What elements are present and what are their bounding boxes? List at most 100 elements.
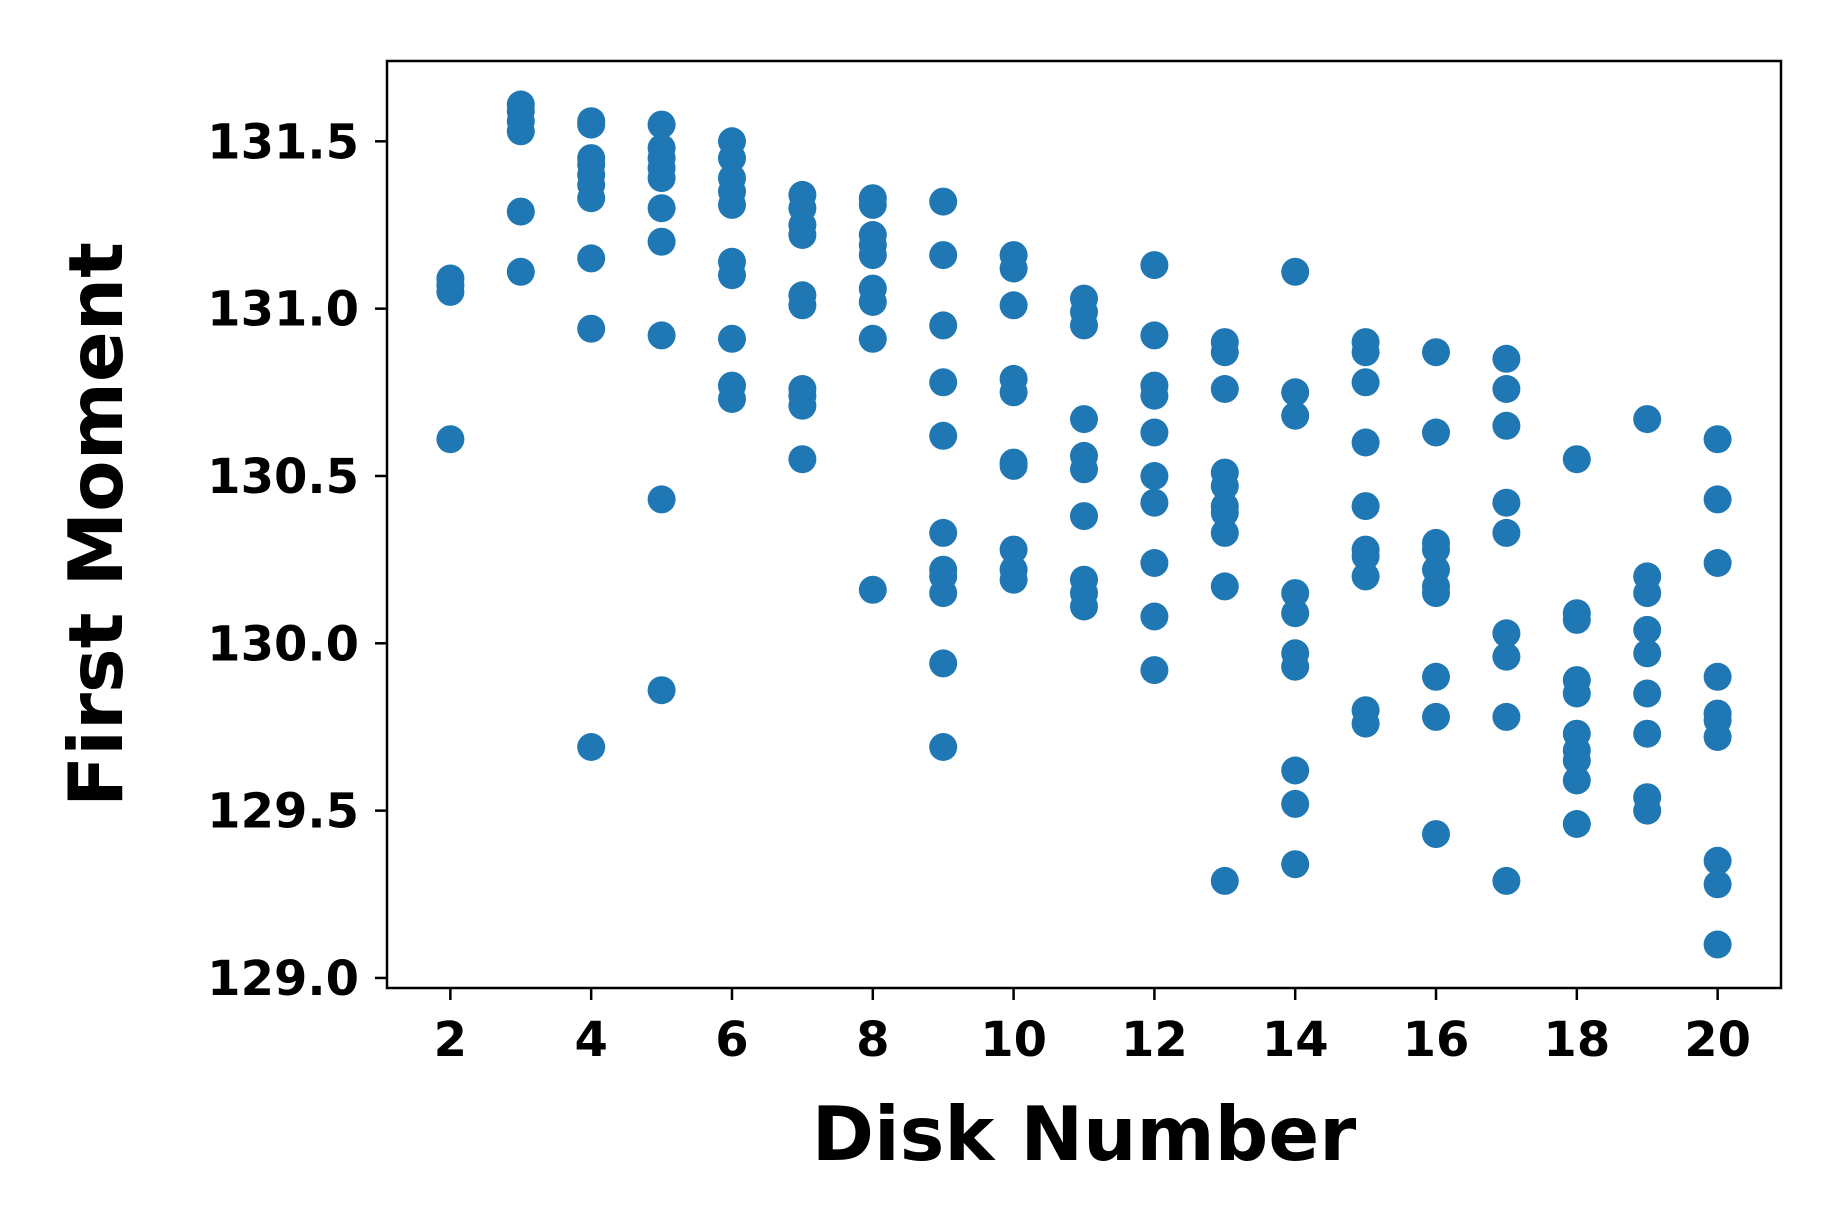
- data-point: [858, 241, 887, 270]
- data-point: [999, 378, 1028, 407]
- data-point: [1562, 445, 1591, 474]
- data-point: [1140, 602, 1169, 631]
- data-point: [1422, 702, 1450, 731]
- x-tick-label: 20: [1684, 1012, 1751, 1068]
- data-point: [1351, 562, 1380, 591]
- plot-area-frame: [385, 59, 1783, 990]
- data-point: [1210, 572, 1239, 601]
- x-tick-label: 2: [434, 1012, 467, 1068]
- data-point: [1633, 579, 1662, 608]
- data-point: [1140, 549, 1169, 577]
- data-point: [506, 257, 535, 286]
- data-point: [1210, 472, 1239, 500]
- data-point: [1140, 462, 1169, 490]
- data-point: [1633, 719, 1662, 748]
- data-point: [1210, 866, 1239, 895]
- data-point: [1281, 850, 1310, 879]
- data-point: [858, 324, 887, 353]
- y-tick-label: 129.0: [207, 951, 359, 1007]
- y-axis-label: First Moment: [52, 242, 140, 807]
- data-point: [1703, 662, 1732, 691]
- data-point: [1562, 605, 1591, 634]
- data-point: [1351, 338, 1380, 367]
- data-point: [1351, 428, 1380, 457]
- data-point: [1281, 599, 1310, 628]
- data-point: [577, 184, 606, 213]
- data-point: [1422, 662, 1450, 691]
- data-point: [929, 579, 958, 608]
- x-axis-label: Disk Number: [812, 1090, 1356, 1178]
- data-point: [788, 221, 817, 249]
- y-axis-ticks: 129.0 129.5 130.0 130.5 131.0 131.5: [207, 114, 387, 1007]
- data-point: [1281, 756, 1310, 785]
- data-point: [999, 535, 1028, 564]
- data-point: [1351, 492, 1380, 521]
- data-point: [718, 385, 746, 413]
- data-point: [718, 261, 746, 290]
- data-point: [647, 194, 676, 223]
- data-point: [999, 565, 1028, 594]
- data-point: [929, 518, 958, 547]
- data-point: [1140, 488, 1169, 517]
- data-point: [788, 291, 817, 320]
- data-point: [1492, 375, 1521, 403]
- data-point: [999, 291, 1028, 320]
- data-point: [929, 241, 958, 270]
- data-point: [1703, 930, 1732, 959]
- data-point: [1281, 652, 1310, 681]
- data-point: [1633, 796, 1662, 825]
- data-point: [929, 368, 958, 397]
- data-point: [718, 190, 746, 219]
- data-point: [1492, 411, 1521, 440]
- data-point: [718, 324, 746, 353]
- data-point: [1492, 642, 1521, 671]
- data-point: [1281, 378, 1310, 407]
- x-axis-ticks: 2 4 6 8 10 12 14 16 18 20: [434, 988, 1751, 1068]
- data-point: [577, 733, 606, 761]
- data-point: [1422, 338, 1450, 367]
- y-tick-label: 130.5: [207, 449, 359, 505]
- data-point: [1070, 455, 1098, 484]
- x-tick-label: 4: [574, 1012, 607, 1068]
- data-point: [1492, 518, 1521, 547]
- data-point: [1422, 820, 1450, 849]
- data-point: [929, 733, 958, 761]
- data-point: [858, 575, 887, 604]
- data-point: [1703, 870, 1732, 899]
- data-point: [858, 190, 887, 219]
- data-point: [1562, 679, 1591, 708]
- data-point: [1492, 866, 1521, 895]
- data-point: [1070, 405, 1098, 434]
- data-point: [788, 391, 817, 420]
- data-point: [1351, 368, 1380, 397]
- data-point: [1140, 656, 1169, 685]
- data-point: [1351, 709, 1380, 738]
- data-point: [647, 321, 676, 350]
- data-point: [1703, 846, 1732, 875]
- data-point: [1140, 251, 1169, 280]
- y-tick-label: 131.5: [207, 114, 359, 170]
- data-point: [1281, 401, 1310, 430]
- y-tick-label: 131.0: [207, 282, 359, 338]
- data-point: [1492, 619, 1521, 648]
- data-point: [1281, 789, 1310, 818]
- data-point: [1281, 257, 1310, 286]
- data-point: [858, 288, 887, 316]
- data-point: [1210, 518, 1239, 547]
- data-point: [1703, 485, 1732, 514]
- data-point: [1703, 425, 1732, 454]
- data-point: [1422, 579, 1450, 608]
- data-point: [1633, 679, 1662, 708]
- data-point: [1140, 321, 1169, 350]
- y-tick-label: 129.5: [207, 784, 359, 840]
- data-point: [1140, 418, 1169, 447]
- data-point: [999, 254, 1028, 283]
- data-point: [788, 445, 817, 474]
- data-point: [577, 244, 606, 273]
- x-tick-label: 10: [980, 1012, 1047, 1068]
- data-point: [1422, 418, 1450, 447]
- data-point: [1562, 746, 1591, 775]
- x-tick-label: 16: [1403, 1012, 1470, 1068]
- data-point: [1492, 702, 1521, 731]
